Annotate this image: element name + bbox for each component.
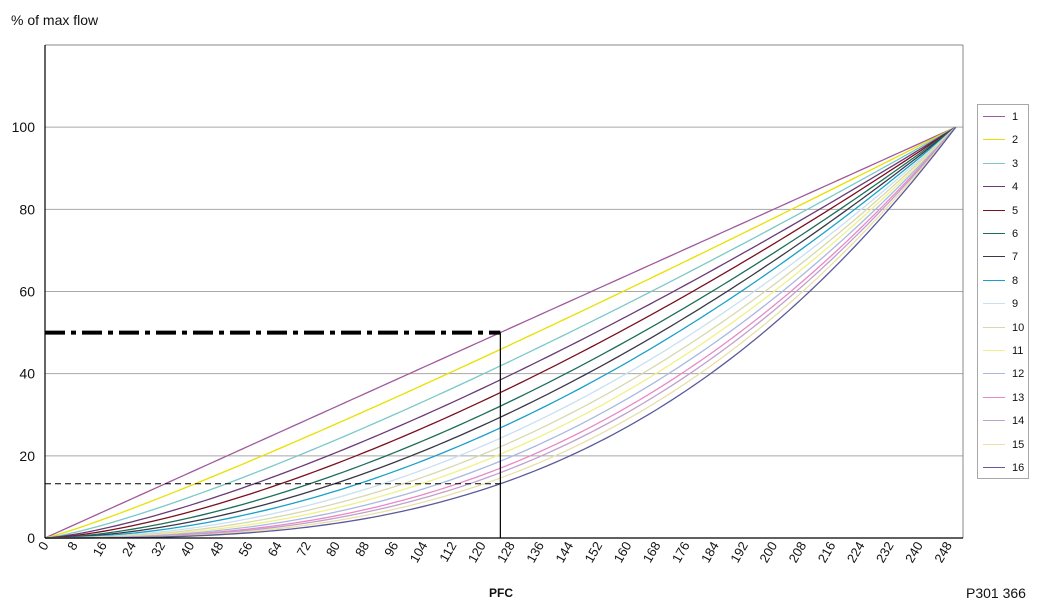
x-axis-label: PFC	[489, 586, 513, 600]
legend-swatch	[983, 116, 1005, 117]
legend-label: 10	[1012, 321, 1025, 334]
legend-label: 9	[1012, 298, 1019, 311]
legend-swatch	[983, 279, 1005, 281]
legend-item-6: 6	[978, 226, 1030, 242]
legend-swatch	[983, 350, 1005, 351]
annotations	[45, 330, 501, 538]
legend-item-13: 13	[978, 390, 1030, 406]
x-tick-label: 208	[785, 539, 809, 565]
x-tick-label: 240	[902, 539, 926, 565]
legend-swatch	[983, 373, 1005, 375]
y-tick-label: 0	[27, 530, 35, 546]
plot-frame	[44, 44, 964, 539]
legend-swatch	[983, 233, 1005, 234]
legend: 1 2 3 4 5 6 7 8 9 10 11 12 13 14 15 16	[977, 104, 1029, 479]
legend-item-5: 5	[978, 203, 1030, 219]
legend-label: 8	[1012, 274, 1019, 287]
x-tick-label: 24	[119, 539, 139, 559]
legend-item-8: 8	[978, 273, 1030, 289]
y-tick-label: 20	[19, 448, 35, 464]
x-tick-label: 112	[436, 539, 459, 564]
y-tick-label: 80	[19, 201, 35, 217]
x-tick-label: 224	[844, 539, 868, 565]
x-tick-label: 128	[494, 539, 518, 565]
x-tick-label: 248	[931, 539, 955, 565]
x-tick-label: 32	[148, 539, 168, 559]
x-tick-label: 136	[523, 539, 547, 565]
legend-label: 15	[1012, 438, 1025, 451]
legend-swatch	[983, 139, 1005, 141]
x-tick-label: 64	[265, 539, 285, 559]
x-tick-label: 232	[873, 539, 897, 565]
legend-label: 12	[1012, 368, 1025, 381]
y-tick-label: 100	[12, 119, 36, 135]
x-tick-label: 48	[206, 539, 226, 559]
x-tick-label: 16	[90, 539, 110, 559]
legend-swatch	[983, 186, 1005, 188]
x-tick-label: 0	[35, 539, 52, 553]
x-tick-label: 40	[177, 539, 197, 559]
x-tick-label: 184	[698, 539, 722, 565]
legend-label: 1	[1012, 111, 1019, 123]
legend-swatch	[983, 396, 1005, 398]
legend-swatch	[983, 256, 1005, 258]
x-tick-label: 176	[669, 539, 693, 565]
x-tick-label: 144	[552, 539, 576, 565]
x-tick-label: 96	[381, 539, 401, 559]
x-tick-label: 152	[581, 539, 605, 565]
legend-item-15: 15	[978, 437, 1030, 453]
x-tick-label: 56	[235, 539, 255, 559]
legend-label: 13	[1012, 391, 1025, 404]
legend-item-16: 16	[978, 460, 1030, 476]
y-tick-label: 40	[19, 366, 35, 382]
legend-swatch	[983, 303, 1005, 305]
x-tick-labels: 0 8 16 24 32 40 48 56 64 72 80 88 96 104 112 120 128 136 1…	[35, 539, 955, 565]
legend-label: 4	[1012, 181, 1019, 194]
legend-label: 11	[1012, 345, 1024, 357]
figure-id: P301 366	[966, 585, 1026, 601]
legend-label: 16	[1012, 462, 1025, 474]
y-axis-label: % of max flow	[11, 12, 99, 28]
x-tick-label: 192	[727, 539, 751, 565]
x-tick-label: 200	[756, 539, 780, 565]
legend-label: 2	[1012, 134, 1019, 147]
x-tick-label: 8	[64, 539, 81, 553]
legend-item-7: 7	[978, 249, 1030, 265]
legend-item-9: 9	[978, 296, 1030, 312]
gridlines	[45, 126, 963, 457]
legend-swatch	[983, 420, 1005, 422]
x-tick-label: 80	[323, 539, 343, 559]
legend-swatch	[983, 162, 1005, 164]
x-tick-label: 160	[611, 539, 635, 565]
legend-swatch	[983, 443, 1005, 445]
legend-swatch	[983, 326, 1005, 328]
legend-item-2: 2	[978, 132, 1030, 148]
legend-label: 14	[1012, 415, 1025, 428]
legend-label: 5	[1012, 204, 1019, 217]
x-tick-label: 120	[465, 539, 489, 565]
legend-item-14: 14	[978, 413, 1030, 429]
legend-item-3: 3	[978, 156, 1030, 172]
x-tick-label: 168	[640, 539, 664, 565]
legend-label: 3	[1012, 157, 1019, 170]
x-tick-label: 104	[407, 539, 431, 565]
legend-item-12: 12	[978, 366, 1030, 382]
legend-swatch	[983, 467, 1005, 468]
y-tick-label: 60	[19, 284, 35, 300]
legend-label: 7	[1012, 251, 1019, 264]
legend-item-10: 10	[978, 320, 1030, 336]
x-tick-label: 88	[352, 539, 372, 559]
x-tick-label: 72	[294, 539, 314, 559]
legend-label: 6	[1012, 228, 1019, 240]
y-tick-labels: 0 20 40 60 80 100	[12, 119, 36, 546]
legend-swatch	[983, 209, 1005, 211]
legend-item-1: 1	[978, 109, 1030, 125]
x-tick-label: 216	[815, 539, 839, 565]
legend-item-11: 11	[978, 343, 1030, 359]
legend-item-4: 4	[978, 179, 1030, 195]
